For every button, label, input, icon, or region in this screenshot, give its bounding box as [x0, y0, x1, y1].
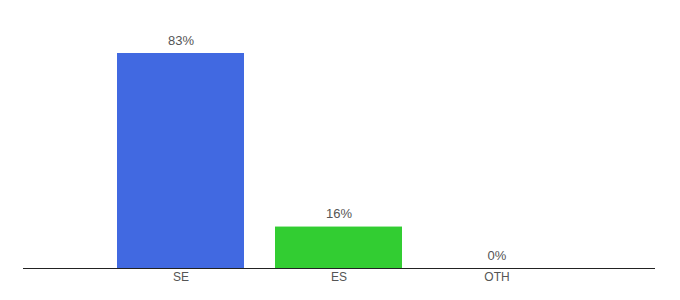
svg-text:SE: SE [173, 270, 189, 284]
svg-text:ES: ES [331, 270, 347, 284]
svg-text:16%: 16% [326, 206, 352, 221]
svg-text:0%: 0% [488, 248, 507, 263]
svg-text:OTH: OTH [484, 270, 509, 284]
svg-text:83%: 83% [168, 33, 194, 48]
